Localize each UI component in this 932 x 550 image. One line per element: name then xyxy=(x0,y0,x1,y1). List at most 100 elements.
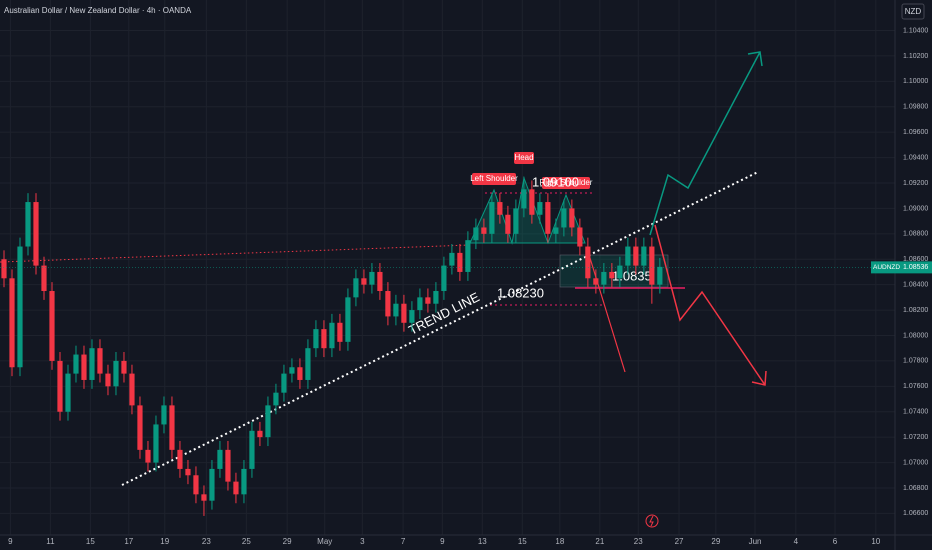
candle-body xyxy=(297,367,303,380)
x-tick-label: 23 xyxy=(202,537,211,546)
candle-body xyxy=(657,266,663,285)
y-tick-label: 1.07000 xyxy=(903,459,928,466)
candle-body xyxy=(265,405,271,438)
candle-body xyxy=(577,227,583,247)
candle-body xyxy=(561,208,567,228)
candle-body xyxy=(409,310,415,323)
x-tick-label: 23 xyxy=(634,537,643,546)
label-box xyxy=(542,177,590,189)
candle-body xyxy=(233,481,239,495)
candle-body xyxy=(41,265,47,292)
candle-body xyxy=(17,246,23,368)
candle-body xyxy=(393,303,399,317)
x-tick-label: 11 xyxy=(46,537,55,546)
x-tick-label: 21 xyxy=(595,537,604,546)
head-label: Head xyxy=(514,153,533,162)
candle-body xyxy=(465,240,471,272)
candle-body xyxy=(537,202,543,215)
y-tick-label: 1.09800 xyxy=(903,104,928,111)
x-tick-label: 27 xyxy=(675,537,684,546)
candle-body xyxy=(161,405,167,425)
candle-body xyxy=(553,227,559,234)
y-tick-label: 1.06800 xyxy=(903,485,928,492)
candle-body xyxy=(361,278,367,285)
x-tick-label: 9 xyxy=(440,537,445,546)
candle-body xyxy=(513,208,519,234)
candle-body xyxy=(313,329,319,349)
candle-body xyxy=(321,329,327,349)
candle-body xyxy=(73,354,79,374)
x-tick-label: 15 xyxy=(86,537,95,546)
x-tick-label: 15 xyxy=(518,537,527,546)
last-price-box xyxy=(901,261,932,274)
candle-body xyxy=(649,246,655,285)
candle-body xyxy=(89,348,95,380)
chart-title: Australian Dollar / New Zealand Dollar ·… xyxy=(4,6,192,15)
currency-box[interactable] xyxy=(901,3,925,20)
bull-arrow-head xyxy=(747,51,763,67)
candle-body xyxy=(489,202,495,234)
candle-body xyxy=(585,246,591,279)
symbol-box xyxy=(871,261,901,274)
candle-body xyxy=(121,360,127,374)
candle-body xyxy=(369,271,375,285)
x-tick-label: 9 xyxy=(8,537,13,546)
candle-body xyxy=(145,449,151,463)
x-tick-label: 25 xyxy=(242,537,251,546)
event-icon[interactable] xyxy=(645,514,659,528)
y-tick-label: 1.10000 xyxy=(903,78,928,85)
candle-body xyxy=(633,246,639,266)
candle-body xyxy=(129,373,135,406)
candle-body xyxy=(113,360,119,387)
trend-line xyxy=(121,171,759,486)
x-tick-label: 29 xyxy=(283,537,292,546)
candle-body xyxy=(153,424,159,463)
axes: 1.10400 1.10200 1.10000 1.09800 1.09600 1.094… xyxy=(8,27,932,546)
x-tick-label: 6 xyxy=(833,537,838,546)
currency-label: NZD xyxy=(905,7,922,16)
candle-body xyxy=(201,494,207,501)
last-price-label: 1.08536 xyxy=(903,264,928,271)
candle-body xyxy=(425,297,431,304)
candle-body xyxy=(385,291,391,317)
candle-body xyxy=(105,373,111,387)
candle-body xyxy=(641,246,647,266)
candle-body xyxy=(1,259,7,279)
y-tick-label: 1.08400 xyxy=(903,281,928,288)
candle-body xyxy=(345,297,351,342)
x-tick-label: 7 xyxy=(401,537,406,546)
left-shoulder-label: Left Shoulder xyxy=(470,174,518,183)
candle-body xyxy=(625,246,631,266)
candle-body xyxy=(65,373,71,412)
x-tick-label: 10 xyxy=(871,537,880,546)
candle-body xyxy=(505,214,511,234)
y-tick-label: 1.10200 xyxy=(903,53,928,60)
grid xyxy=(0,0,895,535)
y-tick-label: 1.07200 xyxy=(903,434,928,441)
candle-body xyxy=(25,202,31,247)
candle-body xyxy=(217,449,223,469)
bear-arrow-head xyxy=(751,370,767,386)
resistance-label: 1.09100 xyxy=(532,174,579,189)
candle-body xyxy=(569,208,575,228)
y-tick-label: 1.08600 xyxy=(903,256,928,263)
x-tick-label: 3 xyxy=(360,537,365,546)
candle-body xyxy=(281,373,287,393)
y-tick-label: 1.09600 xyxy=(903,129,928,136)
y-tick-label: 1.08200 xyxy=(903,307,928,314)
candle-body xyxy=(529,189,535,215)
x-tick-label: 19 xyxy=(160,537,169,546)
candle-body xyxy=(401,303,407,323)
candle-body xyxy=(49,291,55,361)
candle-body xyxy=(433,291,439,304)
y-tick-label: 1.09200 xyxy=(903,180,928,187)
candle-body xyxy=(249,430,255,469)
right-shoulder-label: Right Shoulder xyxy=(540,178,593,187)
bull-arrow xyxy=(649,51,761,236)
candle-body xyxy=(273,392,279,406)
y-tick-label: 1.07400 xyxy=(903,409,928,416)
candle-body xyxy=(497,202,503,215)
candle-body xyxy=(33,202,39,266)
